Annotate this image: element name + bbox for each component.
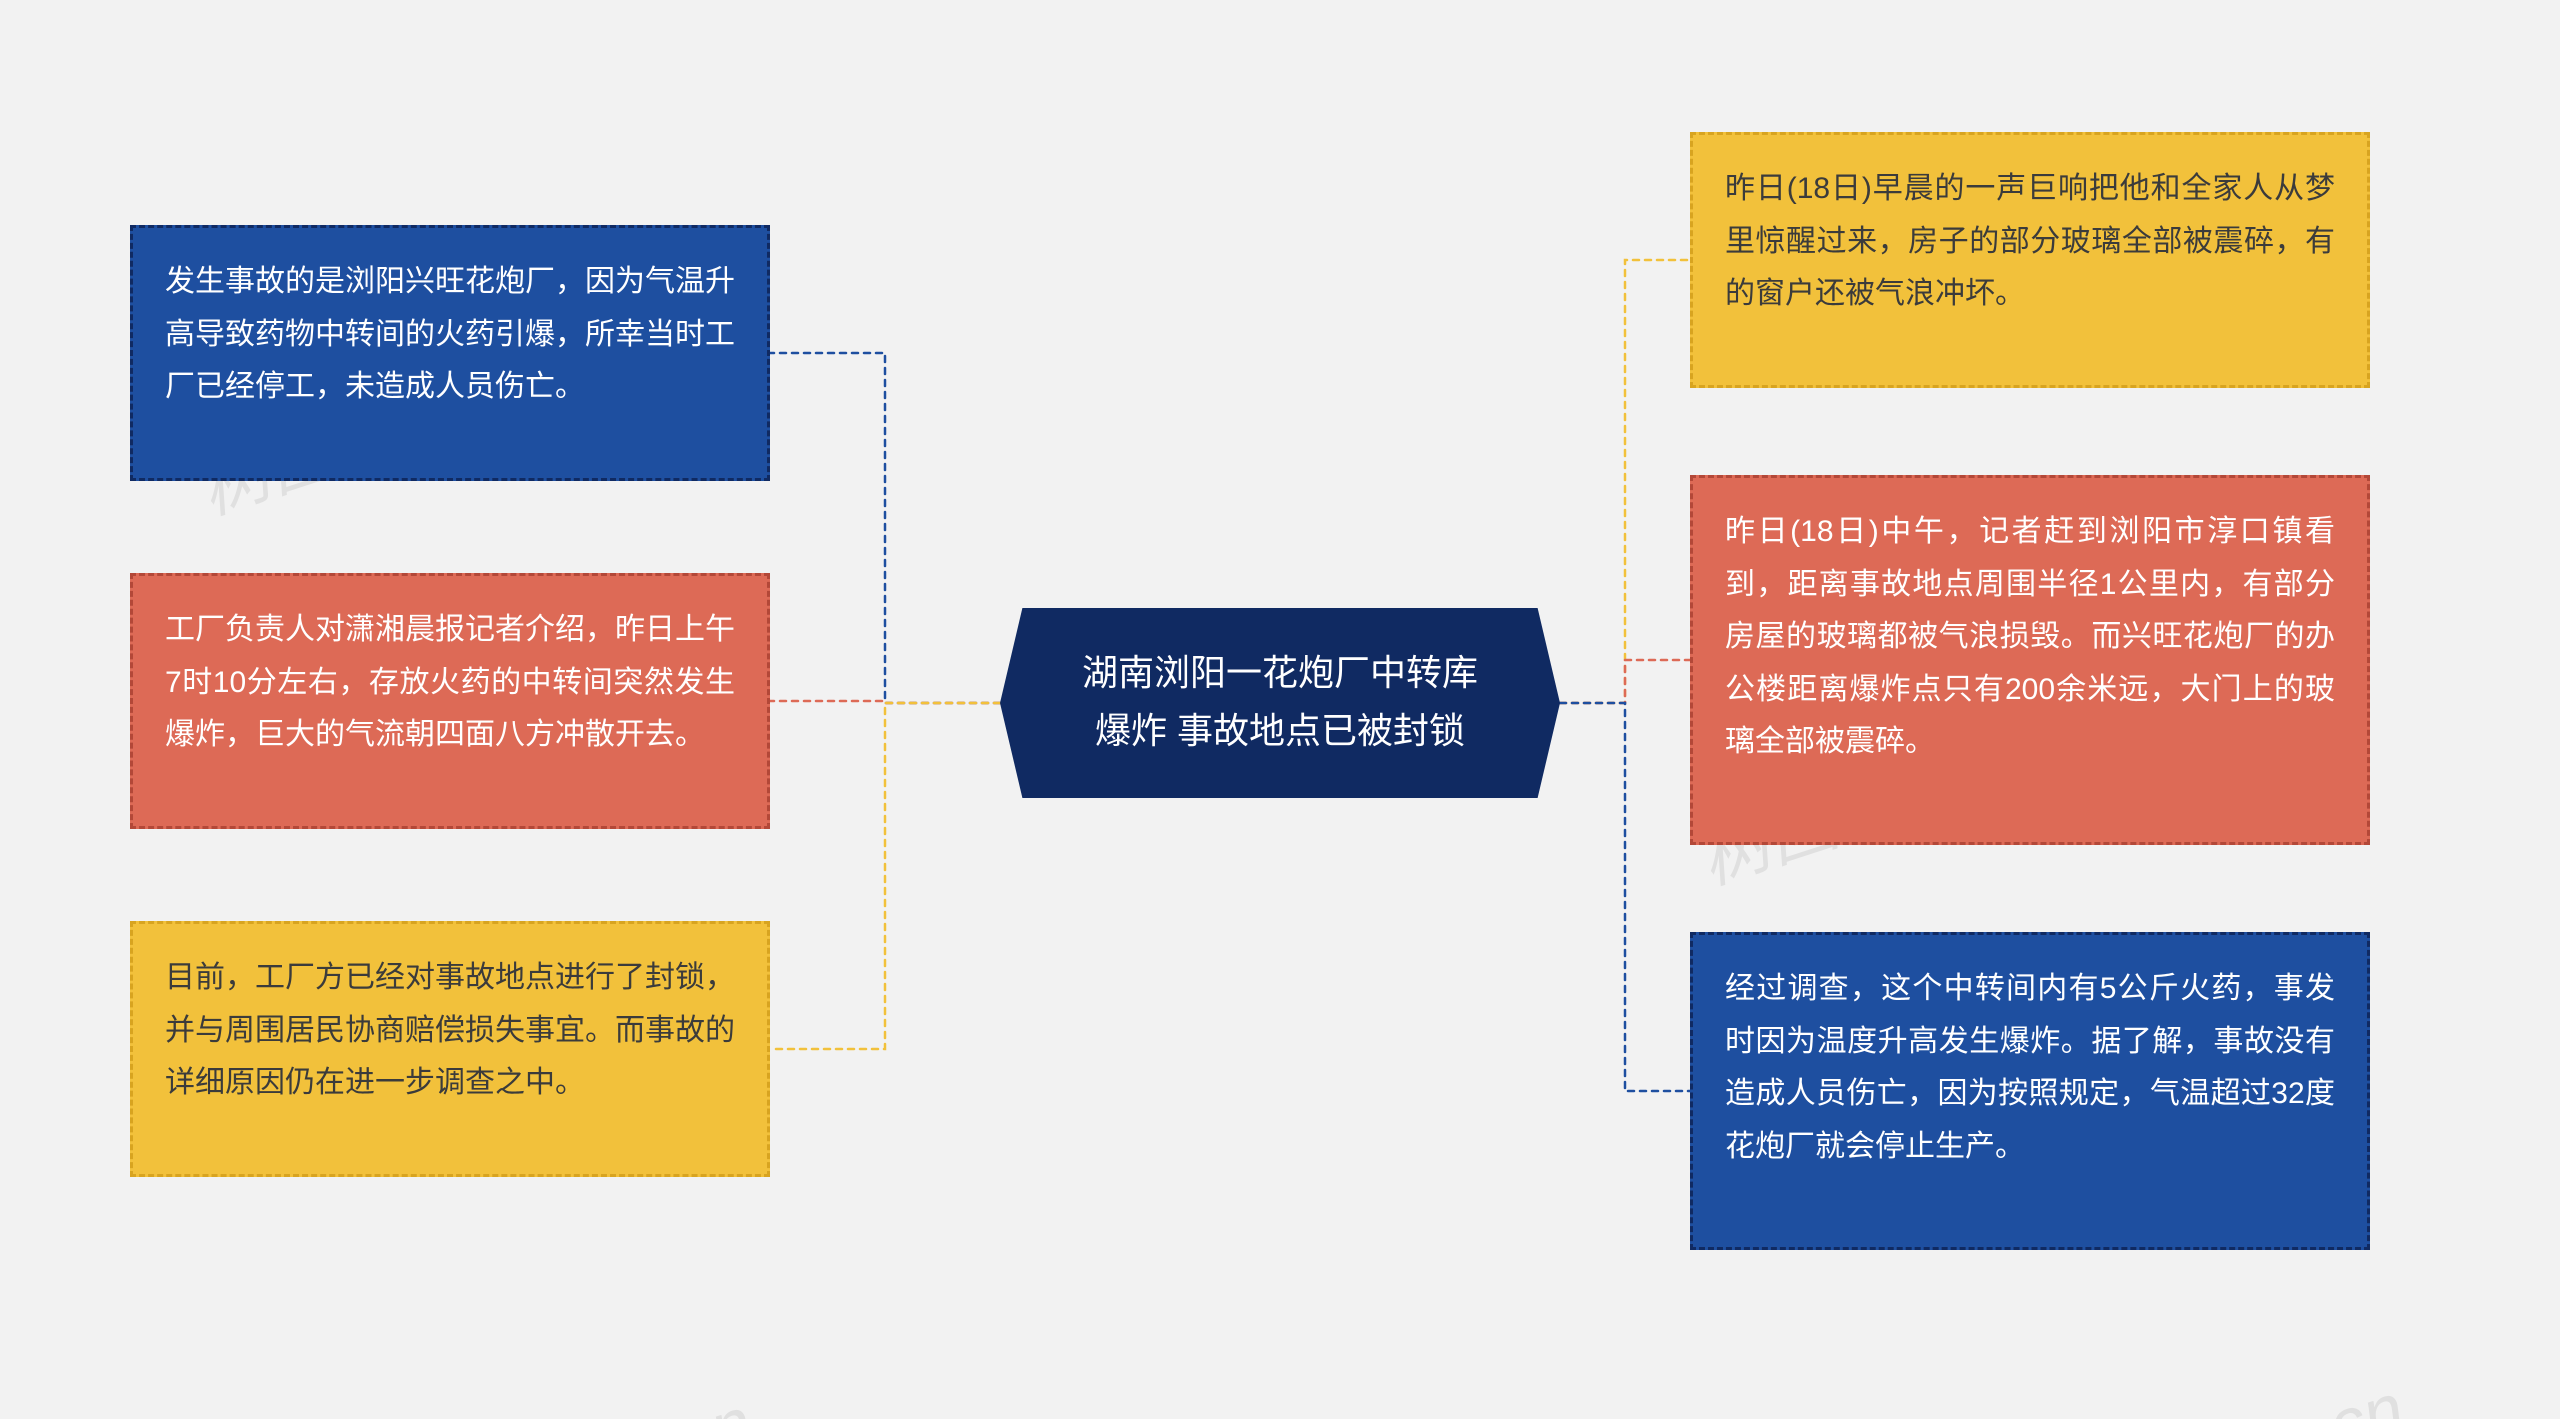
- right-node-2: 经过调查，这个中转间内有5公斤火药，事发时因为温度升高发生爆炸。据了解，事故没有…: [1690, 932, 2370, 1250]
- center-topic: 湖南浏阳一花炮厂中转库爆炸 事故地点已被封锁: [1000, 608, 1560, 798]
- right-node-0: 昨日(18日)早晨的一声巨响把他和全家人从梦里惊醒过来，房子的部分玻璃全部被震碎…: [1690, 132, 2370, 388]
- right-node-1: 昨日(18日)中午，记者赶到浏阳市淳口镇看到，距离事故地点周围半径1公里内，有部…: [1690, 475, 2370, 845]
- watermark-4: u.cn: [611, 1382, 762, 1419]
- left-node-0: 发生事故的是浏阳兴旺花炮厂，因为气温升高导致药物中转间的火药引爆，所幸当时工厂已…: [130, 225, 770, 481]
- left-node-1: 工厂负责人对潇湘晨报记者介绍，昨日上午7时10分左右，存放火药的中转间突然发生爆…: [130, 573, 770, 829]
- left-node-2: 目前，工厂方已经对事故地点进行了封锁，并与周围居民协商赔偿损失事宜。而事故的详细…: [130, 921, 770, 1177]
- watermark-3: .cn: [2300, 1368, 2414, 1419]
- mindmap-canvas: 树图 shutu.cnshutu.cn树图 shutu.cn.cnu.cn 湖南…: [0, 0, 2560, 1419]
